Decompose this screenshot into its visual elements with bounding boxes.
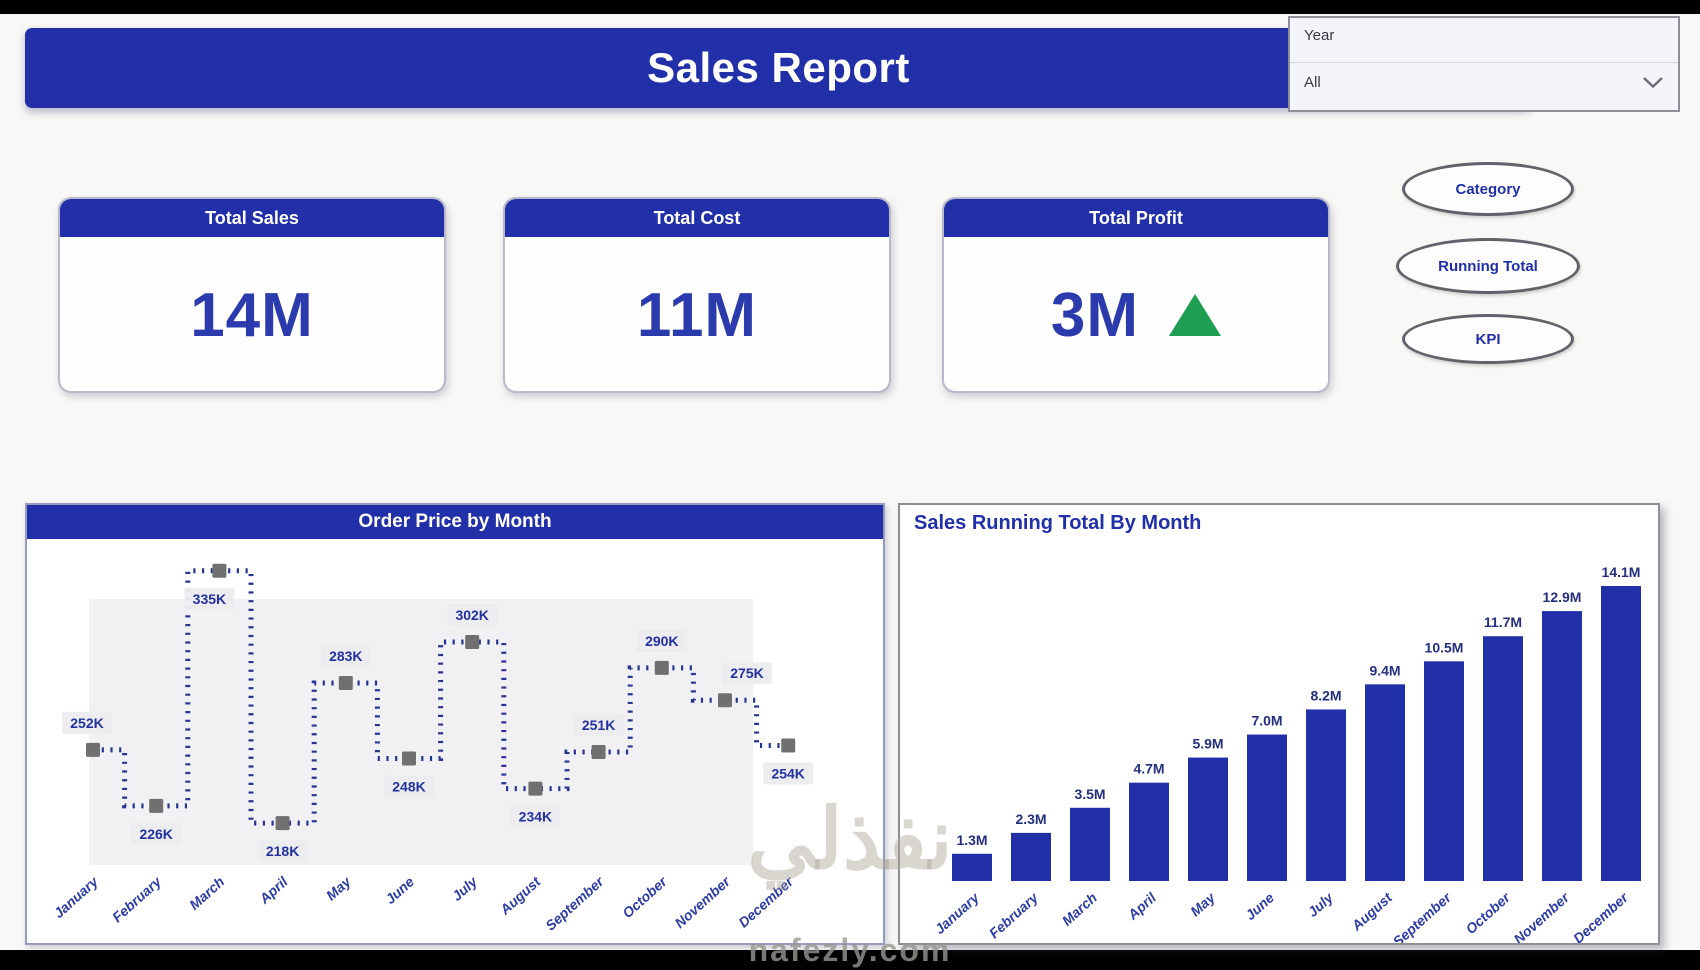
nav-button-running-total[interactable]: Running Total: [1396, 238, 1580, 294]
svg-text:302K: 302K: [455, 607, 488, 623]
kpi-value: 14M: [190, 280, 314, 350]
svg-text:June: June: [1242, 889, 1277, 923]
svg-text:251K: 251K: [582, 717, 615, 733]
svg-text:July: July: [1304, 889, 1336, 920]
svg-text:3.5M: 3.5M: [1074, 786, 1105, 802]
svg-text:January: January: [50, 873, 102, 922]
svg-text:248K: 248K: [392, 778, 425, 794]
kpi-card-title: Total Sales: [60, 199, 444, 237]
svg-text:February: February: [986, 889, 1042, 942]
svg-text:April: April: [1124, 889, 1160, 924]
svg-text:May: May: [1187, 889, 1219, 920]
year-slicer: Year All: [1288, 16, 1680, 112]
year-selected-value: All: [1304, 74, 1321, 91]
svg-text:5.9M: 5.9M: [1192, 736, 1223, 752]
svg-text:252K: 252K: [70, 715, 103, 731]
up-triangle-icon: [1169, 294, 1222, 336]
svg-text:August: August: [1348, 888, 1396, 934]
svg-text:September: September: [1390, 888, 1456, 943]
svg-text:12.9M: 12.9M: [1543, 589, 1582, 605]
order-price-chart-title: Order Price by Month: [27, 505, 883, 539]
svg-text:1.3M: 1.3M: [956, 832, 987, 848]
kpi-card-title: Total Cost: [505, 199, 889, 237]
svg-text:June: June: [382, 873, 417, 907]
chevron-down-icon: [1642, 76, 1664, 89]
svg-text:February: February: [109, 873, 165, 926]
svg-text:8.2M: 8.2M: [1310, 687, 1341, 703]
svg-text:March: March: [186, 873, 227, 912]
running-total-chart-title: Sales Running Total By Month: [914, 512, 1202, 534]
kpi-card-title: Total Profit: [944, 199, 1328, 237]
svg-text:April: April: [255, 873, 291, 908]
kpi-value: 11M: [636, 280, 758, 350]
order-price-chart[interactable]: Order Price by Month 252K January 226K Febr…: [25, 503, 885, 945]
svg-text:November: November: [671, 872, 734, 931]
kpi-card-total-sales: Total Sales 14M: [58, 197, 446, 393]
header-banner: Sales Report: [25, 28, 1532, 108]
year-slicer-label: Year: [1304, 27, 1335, 44]
page-title: Sales Report: [647, 44, 910, 91]
svg-text:335K: 335K: [193, 591, 226, 607]
year-dropdown[interactable]: All: [1290, 62, 1678, 102]
nav-button-category[interactable]: Category: [1402, 162, 1574, 216]
svg-text:234K: 234K: [519, 809, 552, 825]
kpi-value: 3M: [1050, 280, 1140, 350]
svg-text:11.7M: 11.7M: [1484, 614, 1522, 630]
svg-text:October: October: [1462, 888, 1514, 937]
svg-text:September: September: [542, 872, 608, 933]
svg-text:December: December: [1570, 888, 1632, 943]
svg-text:283K: 283K: [329, 648, 362, 664]
bottom-letterbox-bar: [0, 950, 1700, 970]
svg-text:218K: 218K: [266, 843, 299, 859]
svg-text:2.3M: 2.3M: [1015, 811, 1046, 827]
svg-text:January: January: [931, 889, 983, 938]
svg-text:275K: 275K: [730, 665, 763, 681]
svg-text:May: May: [323, 873, 355, 904]
kpi-card-total-cost: Total Cost 11M: [503, 197, 891, 393]
running-total-chart[interactable]: Sales Running Total By Month 1.3M January…: [898, 503, 1660, 945]
svg-text:254K: 254K: [771, 766, 804, 782]
running-total-bar-plot[interactable]: 1.3M January 2.3M February 3.5M March 4.7M Apri…: [900, 505, 1658, 943]
order-price-line-plot[interactable]: 252K January 226K February 335K March 218K Apri…: [27, 539, 883, 943]
svg-text:9.4M: 9.4M: [1369, 662, 1400, 678]
svg-text:4.7M: 4.7M: [1133, 761, 1164, 777]
svg-text:August: August: [496, 872, 544, 918]
kpi-card-total-profit: Total Profit 3M: [942, 197, 1330, 393]
svg-text:July: July: [449, 873, 481, 904]
svg-text:December: December: [735, 872, 797, 930]
svg-text:290K: 290K: [645, 633, 678, 649]
nav-button-kpi[interactable]: KPI: [1402, 314, 1574, 364]
svg-text:October: October: [619, 872, 671, 921]
svg-text:7.0M: 7.0M: [1251, 713, 1282, 729]
top-letterbox-bar: [0, 0, 1700, 14]
svg-text:November: November: [1510, 888, 1573, 943]
svg-text:March: March: [1059, 889, 1100, 928]
svg-text:226K: 226K: [139, 826, 172, 842]
svg-text:14.1M: 14.1M: [1602, 564, 1641, 580]
svg-text:10.5M: 10.5M: [1425, 639, 1464, 655]
